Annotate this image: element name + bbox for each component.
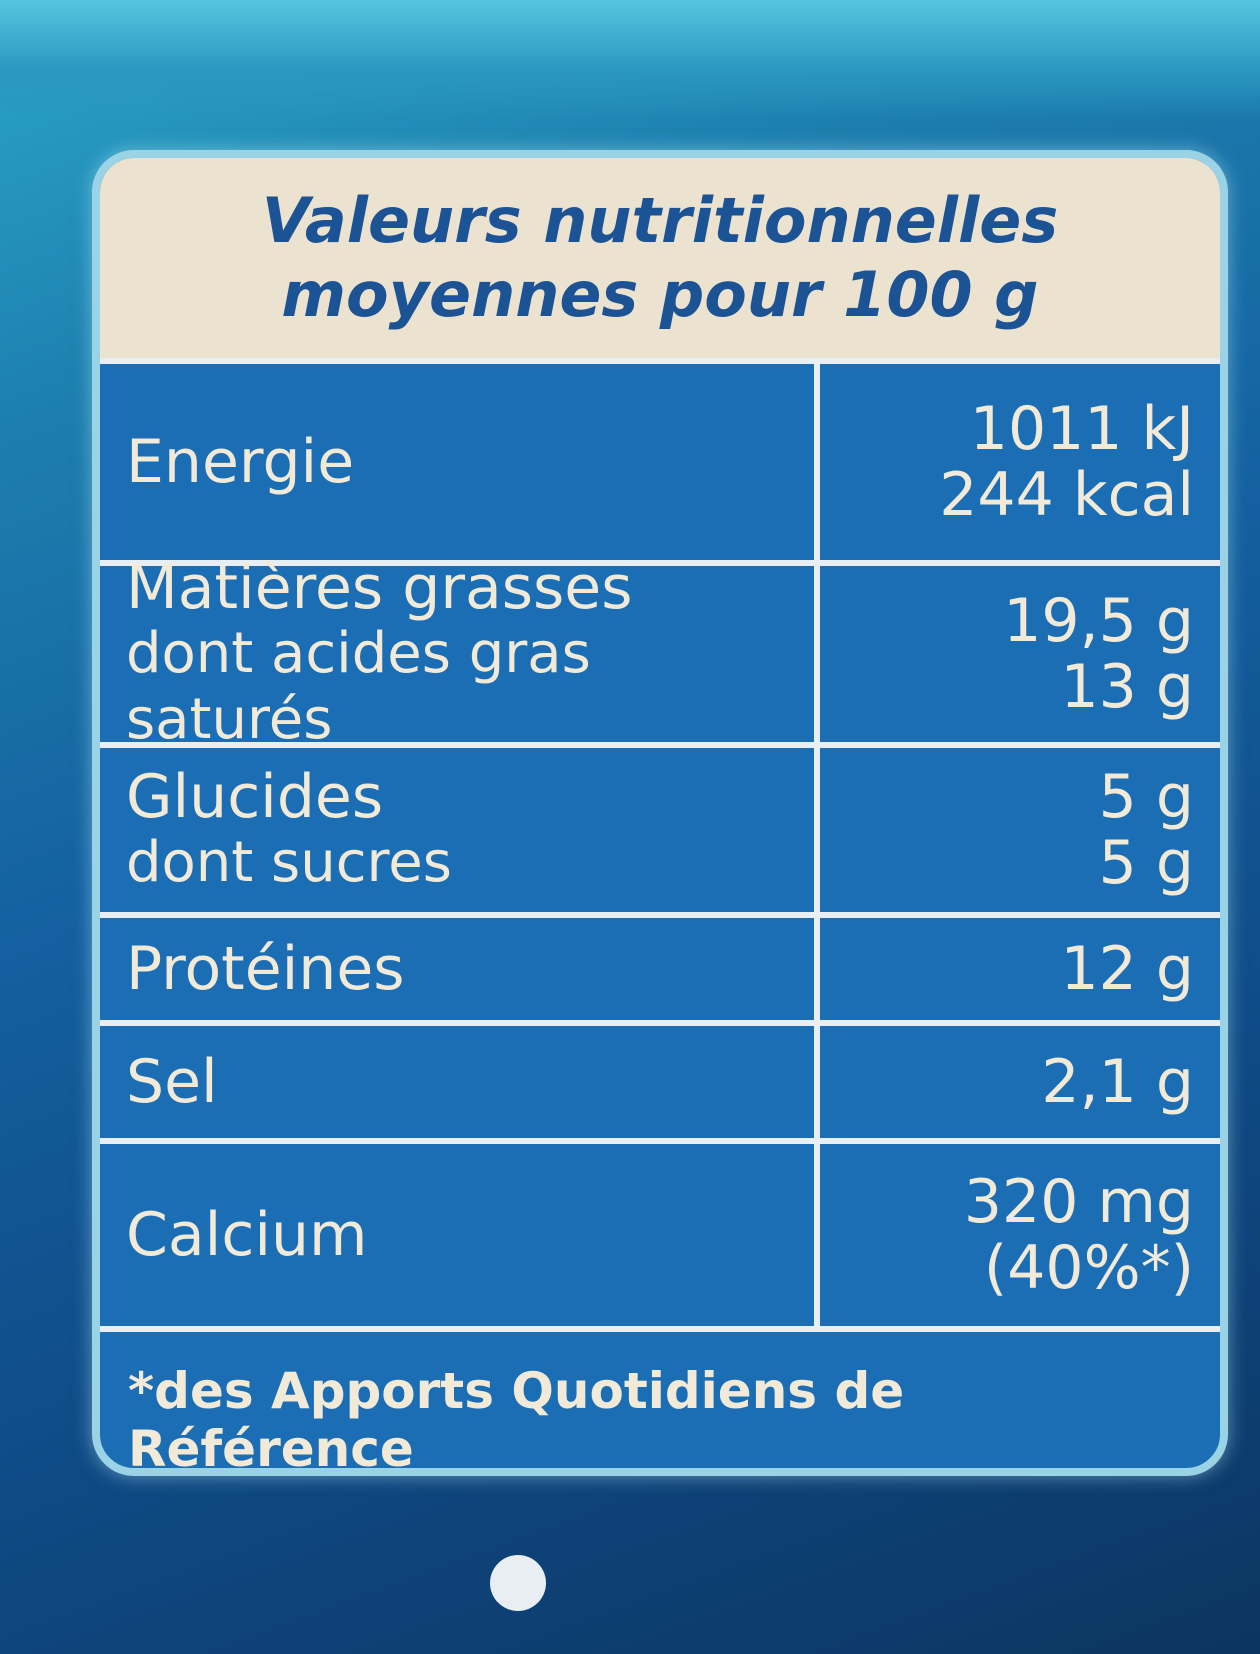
row-subname: dont acides gras saturés — [126, 621, 591, 752]
row-value: 19,5 g — [1003, 586, 1194, 656]
row-name: Glucides — [126, 762, 384, 832]
row-value: 12 g — [1060, 934, 1194, 1004]
nutrition-table: Valeurs nutritionnelles moyennes pour 10… — [92, 150, 1228, 1476]
row-value: 1011 kJ — [969, 394, 1194, 464]
header-line-1: Valeurs nutritionnelles — [261, 184, 1059, 257]
footnote: *des Apports Quotidiens de Référence — [100, 1326, 1220, 1468]
row-subname: dont sucres — [126, 830, 452, 895]
row-name: Matières grasses — [126, 553, 633, 623]
row-value: (40%*) — [983, 1233, 1194, 1303]
header-line-2: moyennes pour 100 g — [281, 258, 1039, 331]
row-value: 13 g — [1060, 652, 1194, 722]
row-energy: Energie 1011 kJ 244 kcal — [100, 358, 1220, 560]
row-salt: Sel 2,1 g — [100, 1020, 1220, 1138]
row-value: 5 g — [1098, 762, 1194, 832]
row-value: 320 mg — [963, 1167, 1194, 1237]
row-calcium: Calcium 320 mg (40%*) — [100, 1138, 1220, 1326]
row-name: Sel — [100, 1026, 820, 1138]
row-value: 5 g — [1098, 828, 1194, 898]
row-name: Calcium — [100, 1144, 820, 1326]
row-value: 244 kcal — [939, 460, 1194, 530]
row-fat: Matières grasses dont acides gras saturés… — [100, 555, 1220, 752]
row-name: Protéines — [100, 918, 820, 1020]
row-name: Energie — [100, 364, 820, 560]
table-header: Valeurs nutritionnelles moyennes pour 10… — [100, 158, 1220, 358]
cube-icon — [490, 1555, 546, 1611]
row-value: 2,1 g — [1041, 1047, 1194, 1117]
packaging-background — [0, 0, 1260, 120]
row-protein: Protéines 12 g — [100, 912, 1220, 1020]
